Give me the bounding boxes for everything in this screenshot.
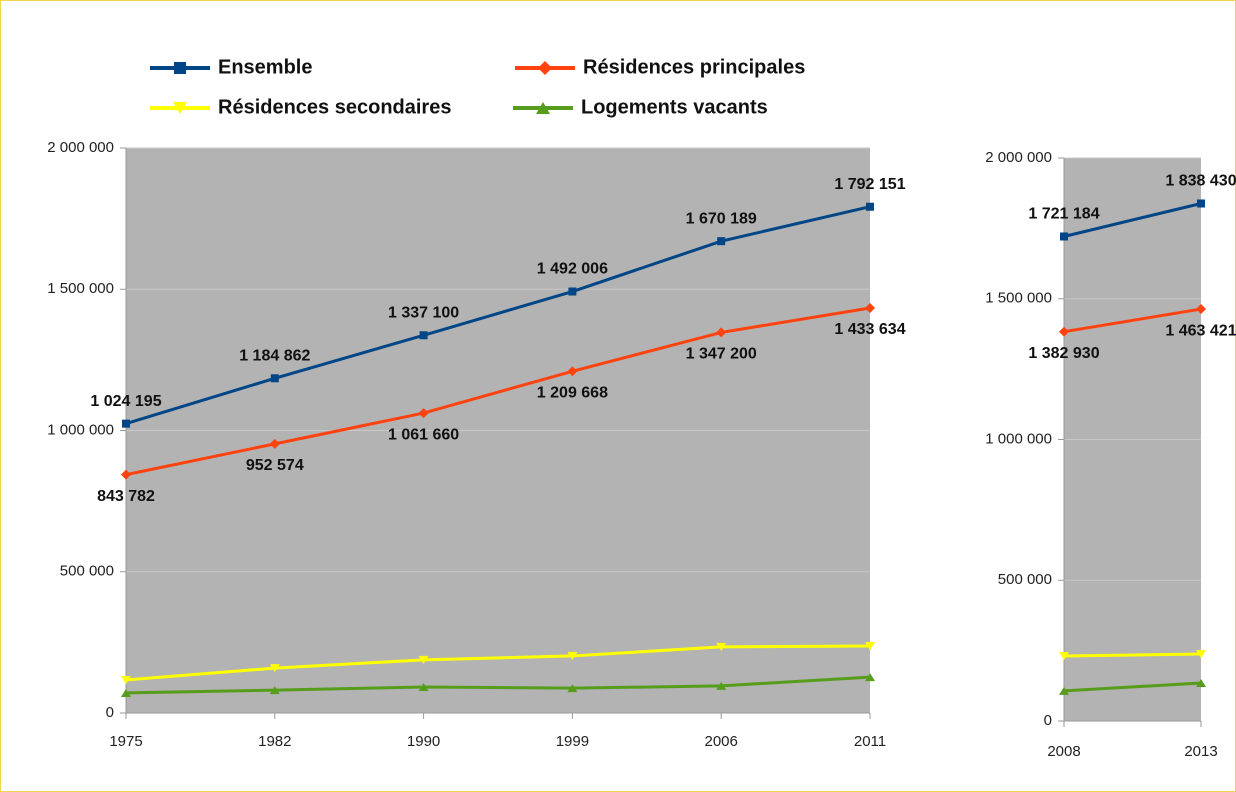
y-tick-label: 0 [1044, 712, 1052, 729]
series-line [1063, 307, 1202, 334]
data-point [121, 469, 131, 480]
data-label: 1 337 100 [388, 304, 459, 321]
data-point [865, 673, 875, 682]
x-tick-label: 1975 [109, 733, 142, 750]
data-point [716, 327, 727, 338]
series-line [1063, 652, 1202, 658]
data-point [1196, 304, 1206, 315]
legend-label: Résidences secondaires [218, 96, 451, 118]
series-line [125, 205, 871, 426]
data-point [122, 419, 130, 428]
data-label: 1 838 430 [1165, 173, 1236, 190]
data-point [1196, 650, 1206, 659]
y-tick-label: 1 500 000 [47, 280, 114, 297]
data-point [418, 408, 429, 419]
data-point [1060, 232, 1068, 241]
legend-marker [173, 102, 187, 114]
data-label: 843 782 [97, 488, 155, 505]
series-line [125, 306, 871, 477]
data-point [567, 366, 578, 377]
data-point [866, 202, 874, 211]
data-point [269, 664, 280, 673]
data-point [1059, 651, 1069, 660]
data-label: 952 574 [246, 457, 304, 474]
data-point [270, 374, 279, 383]
y-tick-label: 1 000 000 [47, 421, 114, 438]
data-point [419, 331, 428, 340]
data-label: 1 792 151 [834, 176, 905, 193]
x-tick-label: 2008 [1047, 743, 1080, 760]
legend-label: Ensemble [218, 56, 312, 78]
series-line [1063, 681, 1202, 693]
data-label: 1 347 200 [686, 346, 757, 363]
x-tick-label: 1990 [407, 733, 440, 750]
x-tick-label: 2006 [705, 733, 738, 750]
y-tick-label: 0 [106, 704, 114, 721]
data-label: 1 492 006 [537, 261, 608, 278]
series-line [1063, 202, 1202, 238]
data-label: 1 463 421 [1165, 322, 1236, 339]
x-tick-label: 2013 [1184, 743, 1217, 760]
y-tick-label: 1 000 000 [985, 430, 1052, 447]
y-tick-label: 500 000 [998, 571, 1052, 588]
legend-label: Résidences principales [583, 56, 805, 78]
x-tick-label: 1982 [258, 733, 291, 750]
data-label: 1 433 634 [834, 321, 905, 338]
legend-marker [174, 62, 186, 74]
data-label: 1 670 189 [686, 210, 757, 227]
legend-marker [538, 61, 552, 75]
data-point [269, 686, 280, 695]
data-point [121, 675, 131, 684]
legend-marker [536, 102, 550, 114]
x-tick-label: 2011 [854, 733, 886, 750]
data-point [269, 438, 280, 449]
data-point [567, 684, 578, 693]
data-label: 1 061 660 [388, 426, 459, 443]
series-line [125, 675, 871, 695]
data-point [717, 237, 726, 246]
series-line [125, 644, 871, 682]
data-point [418, 655, 429, 664]
data-point [716, 681, 727, 690]
y-tick-label: 2 000 000 [985, 149, 1052, 166]
data-point [1059, 326, 1069, 337]
x-tick-label: 1999 [556, 733, 589, 750]
data-label: 1 184 862 [239, 347, 310, 364]
data-label: 1 721 184 [1028, 206, 1099, 223]
y-tick-label: 500 000 [60, 563, 114, 580]
data-point [418, 683, 429, 692]
data-point [568, 287, 577, 296]
data-point [716, 642, 727, 651]
data-point [567, 651, 578, 660]
legend-label: Logements vacants [581, 96, 768, 118]
data-label: 1 209 668 [537, 384, 608, 401]
data-point [1196, 678, 1206, 687]
y-tick-label: 2 000 000 [47, 139, 114, 156]
data-point [121, 688, 131, 697]
data-label: 1 382 930 [1028, 345, 1099, 362]
data-point [1059, 686, 1069, 695]
data-point [865, 302, 875, 313]
y-tick-label: 1 500 000 [985, 290, 1052, 307]
data-point [1197, 199, 1205, 208]
data-label: 1 024 195 [90, 393, 161, 410]
data-point [865, 642, 875, 651]
